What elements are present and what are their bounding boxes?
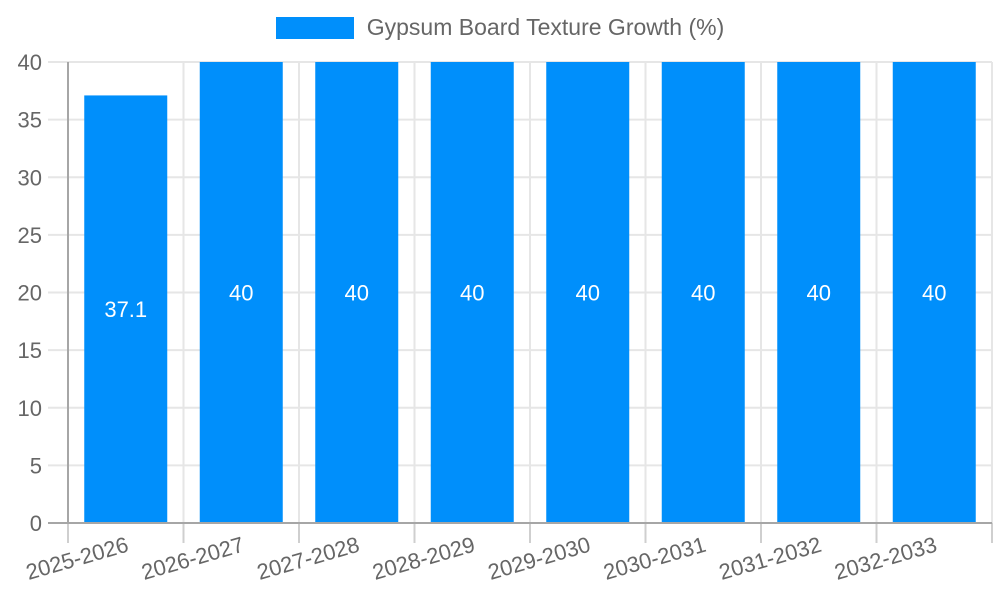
bar-value-label: 40 [922,281,946,306]
y-tick-label: 40 [18,50,42,75]
bar-value-label: 40 [691,281,715,306]
bar-value-label: 40 [807,281,831,306]
x-tick-label: 2032-2033 [832,532,940,585]
y-tick-label: 20 [18,281,42,306]
legend-swatch [275,16,354,39]
y-tick-label: 5 [30,453,42,478]
x-tick-label: 2030-2031 [601,532,709,585]
bar [892,62,976,523]
bar-value-label: 40 [460,281,484,306]
bar [430,62,514,523]
x-tick-label: 2026-2027 [139,532,247,585]
x-tick-label: 2028-2029 [370,532,478,585]
y-tick-label: 35 [18,108,42,133]
y-tick-label: 15 [18,338,42,363]
y-tick-label: 30 [18,165,42,190]
x-tick-label: 2025-2026 [23,532,131,585]
bar [199,62,283,523]
y-tick-label: 0 [30,511,42,536]
x-tick-label: 2031-2032 [716,532,824,585]
bar [315,62,399,523]
legend-label: Gypsum Board Texture Growth (%) [366,14,725,40]
bar-value-label: 37.1 [104,297,147,322]
x-tick-label: 2027-2028 [254,532,362,585]
bar [84,95,168,524]
y-tick-label: 25 [18,223,42,248]
x-tick-label: 2029-2030 [485,532,593,585]
y-tick-label: 10 [18,396,42,421]
bar [661,62,745,523]
bar [777,62,861,523]
bar-value-label: 40 [576,281,600,306]
bar [546,62,630,523]
bar-value-label: 40 [345,281,369,306]
legend[interactable]: Gypsum Board Texture Growth (%) [0,14,1000,42]
bar-value-label: 40 [229,281,253,306]
